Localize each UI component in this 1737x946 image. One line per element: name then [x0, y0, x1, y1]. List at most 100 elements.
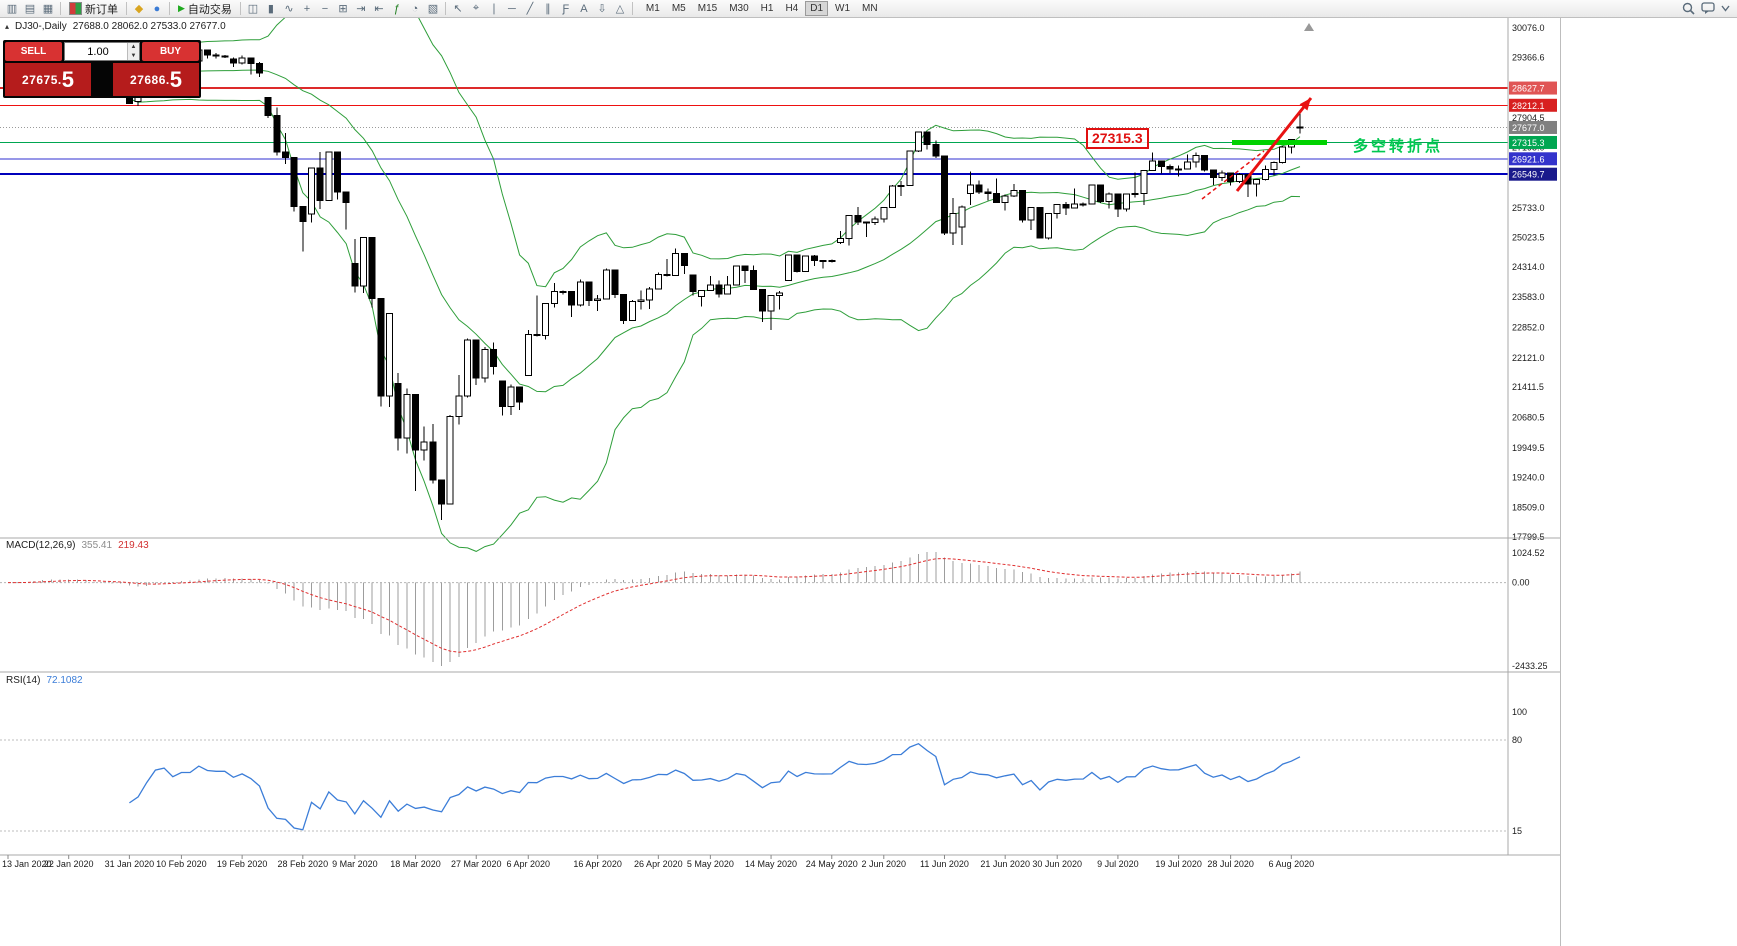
drawing-tools-group: ↖ ⌖ ∣ ─ ╱ ∥ Ƒ A ⇩ △: [449, 1, 629, 16]
search-icon[interactable]: [1682, 2, 1695, 15]
periods-icon[interactable]: ◔: [411, 2, 419, 15]
new-order-button[interactable]: 新订单: [64, 1, 123, 17]
timeframe-selector: M1 M5 M15 M30 H1 H4 D1 W1 MN: [640, 1, 884, 16]
arrow-object-icon[interactable]: ⇩: [597, 3, 607, 15]
volume-down-button[interactable]: ▼: [128, 51, 139, 60]
timeframe-m30[interactable]: M30: [729, 3, 749, 14]
svg-text:6 Apr 2020: 6 Apr 2020: [506, 859, 550, 869]
market-watch-icon[interactable]: ▦: [42, 3, 54, 15]
svg-text:22 Jan 2020: 22 Jan 2020: [44, 859, 94, 869]
svg-text:11 Jun 2020: 11 Jun 2020: [920, 859, 969, 869]
metaeditor-icon[interactable]: ◆: [134, 3, 144, 15]
chevron-down-icon[interactable]: [1721, 4, 1730, 13]
price-callout-label[interactable]: 27315.3: [1086, 128, 1149, 149]
line-chart-icon[interactable]: ∿: [284, 3, 294, 15]
svg-text:27677.0: 27677.0: [1512, 123, 1545, 133]
buy-button[interactable]: BUY: [142, 42, 199, 61]
horizontal-line-icon[interactable]: ─: [508, 2, 516, 15]
toolbar-separator: [631, 2, 633, 15]
chat-icon[interactable]: [1701, 2, 1715, 15]
file-icons-group: ▥ ▤ ▦: [3, 1, 57, 16]
trade-widget-gap: [91, 63, 113, 96]
timeframe-mn[interactable]: MN: [862, 3, 878, 14]
svg-text:21 Jun 2020: 21 Jun 2020: [980, 859, 1030, 869]
timeframe-m5[interactable]: M5: [671, 3, 686, 14]
sell-price[interactable]: 27675. 5: [5, 63, 91, 96]
pane-separators[interactable]: [0, 18, 1560, 856]
svg-text:10 Feb 2020: 10 Feb 2020: [156, 859, 207, 869]
shapes-icon[interactable]: △: [615, 3, 625, 15]
svg-text:26549.7: 26549.7: [1512, 170, 1545, 180]
svg-text:26921.6: 26921.6: [1512, 154, 1545, 164]
timeframe-w1[interactable]: W1: [835, 3, 851, 14]
rsi-axis: 100 80 15: [1512, 707, 1527, 836]
bullish-arrow[interactable]: [1235, 97, 1313, 192]
svg-text:13 Jan 2020: 13 Jan 2020: [2, 859, 52, 869]
channel-icon[interactable]: ∥: [545, 3, 551, 15]
ohlc-readout: 27688.0 28062.0 27533.0 27677.0: [72, 21, 226, 32]
turning-point-label[interactable]: 多空转折点: [1353, 138, 1444, 155]
zoom-in-icon[interactable]: +: [303, 2, 311, 15]
bar-chart-icon[interactable]: ◫: [247, 3, 259, 15]
svg-text:24314.0: 24314.0: [1512, 262, 1545, 272]
tile-windows-icon[interactable]: ⊞: [338, 3, 348, 15]
buy-price[interactable]: 27686. 5: [113, 63, 199, 96]
svg-text:6 Aug 2020: 6 Aug 2020: [1269, 859, 1315, 869]
crosshair-icon[interactable]: ⌖: [472, 2, 480, 14]
new-order-label: 新订单: [85, 3, 118, 16]
timeframe-h4[interactable]: H4: [785, 3, 799, 14]
volume-up-button[interactable]: ▲: [128, 43, 139, 52]
indicators-icon[interactable]: ƒ: [393, 2, 400, 15]
svg-text:19949.5: 19949.5: [1512, 443, 1545, 453]
terminal-icon[interactable]: ●: [153, 2, 161, 15]
svg-text:9 Jul 2020: 9 Jul 2020: [1097, 859, 1139, 869]
collapse-icon[interactable]: ▴: [5, 22, 10, 31]
volume-input[interactable]: 1.00 ▲ ▼: [64, 42, 140, 61]
new-chart-icon[interactable]: ▥: [6, 3, 18, 15]
profiles-icon[interactable]: ▤: [24, 3, 36, 15]
zoom-out-icon[interactable]: −: [321, 2, 329, 15]
macd-title: MACD(12,26,9): [6, 540, 76, 551]
svg-text:1024.52: 1024.52: [1512, 548, 1545, 558]
candlestick-chart-icon[interactable]: ▮: [267, 3, 274, 15]
fibonacci-icon[interactable]: Ƒ: [562, 2, 570, 15]
vertical-line-icon[interactable]: ∣: [491, 3, 497, 15]
svg-text:25023.5: 25023.5: [1512, 232, 1545, 242]
svg-text:26 Apr 2020: 26 Apr 2020: [634, 859, 683, 869]
svg-text:-2433.25: -2433.25: [1512, 661, 1548, 671]
svg-text:31 Jan 2020: 31 Jan 2020: [105, 859, 155, 869]
toolbar-right-group: [1682, 2, 1734, 15]
svg-text:19 Feb 2020: 19 Feb 2020: [217, 859, 268, 869]
timeframe-m15[interactable]: M15: [697, 3, 718, 14]
trendline-icon[interactable]: ╱: [526, 3, 534, 15]
rsi-indicator-label: RSI(14) 72.1082: [6, 675, 83, 686]
timeframe-d1[interactable]: D1: [805, 1, 829, 16]
rsi-value: 72.1082: [46, 675, 83, 686]
templates-icon[interactable]: ▧: [427, 3, 439, 15]
chart-shift-marker[interactable]: [1304, 23, 1314, 31]
chart-tools-group: ◫ ▮ ∿ + − ⊞ ⇥ ⇤ ƒ ◔ ▧: [244, 1, 442, 16]
volume-spinner: ▲ ▼: [127, 43, 139, 60]
autotrading-button[interactable]: ▶ 自动交易: [173, 1, 237, 17]
svg-text:9 Mar 2020: 9 Mar 2020: [332, 859, 378, 869]
svg-text:21411.5: 21411.5: [1512, 382, 1544, 392]
svg-text:30 Jun 2020: 30 Jun 2020: [1032, 859, 1082, 869]
svg-text:28 Feb 2020: 28 Feb 2020: [278, 859, 329, 869]
sell-button[interactable]: SELL: [5, 42, 62, 61]
timeframe-h1[interactable]: H1: [760, 3, 774, 14]
timeframe-m1[interactable]: M1: [645, 3, 660, 14]
rsi-title: RSI(14): [6, 675, 41, 686]
bollinger-bands: [7, 0, 1301, 552]
auto-scroll-icon[interactable]: ⇥: [356, 3, 366, 15]
chart-shift-icon[interactable]: ⇤: [374, 3, 384, 15]
svg-text:28 Jul 2020: 28 Jul 2020: [1207, 859, 1254, 869]
trend-dash-line[interactable]: [1201, 150, 1265, 200]
macd-axis: 1024.52 0.00 -2433.25: [1512, 548, 1548, 671]
cursor-icon[interactable]: ↖: [453, 3, 463, 15]
one-click-trading-widget: SELL 1.00 ▲ ▼ BUY 27675. 5 27686. 5: [3, 40, 201, 98]
svg-text:18509.0: 18509.0: [1512, 503, 1545, 513]
text-label-icon[interactable]: A: [580, 2, 588, 15]
svg-text:100: 100: [1512, 707, 1527, 717]
